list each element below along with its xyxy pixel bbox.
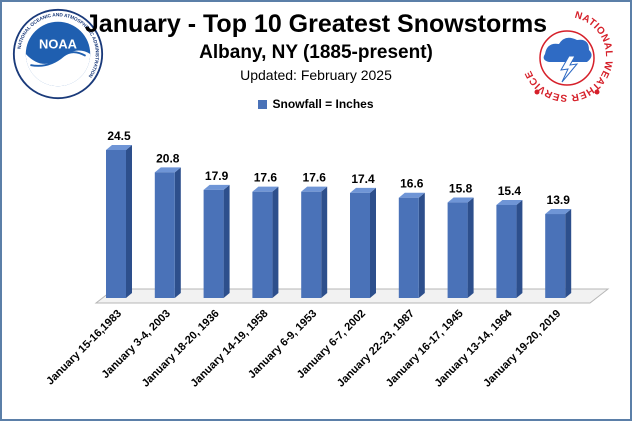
bar [301,186,328,298]
bar-top [398,192,425,198]
value-label: 20.8 [156,151,180,165]
chart-title: January - Top 10 Greatest Snowstorms [84,10,548,38]
legend-swatch [258,100,268,109]
bar-side [126,145,132,298]
bar [545,209,572,298]
chart-subtitle: Albany, NY (1885-present) [199,42,433,63]
value-label: 15.8 [449,182,473,196]
nws-logo-icon: NATIONAL WEATHER SERVICE [519,8,615,104]
bar-top [106,145,132,150]
bar-side [321,186,328,298]
bar-front [252,191,273,298]
bar [350,187,376,298]
bar-side [174,167,181,298]
bar-front [496,204,517,298]
bar-front [398,197,419,298]
bar-side [467,197,474,298]
value-label: 17.6 [303,171,327,185]
noaa-logo-icon: NOAA NATIONAL OCEANIC AND ATMOSPHERIC AD… [12,8,104,100]
value-label: 15.4 [498,184,522,198]
value-label: 17.9 [205,169,229,183]
value-label: 17.4 [351,172,375,186]
svg-text:NOAA: NOAA [39,36,77,51]
value-label: 13.9 [547,193,571,207]
bar-front [301,191,322,298]
value-label: 24.5 [107,129,131,143]
bar-top [350,187,376,193]
bar-top [203,184,230,190]
bar-top [496,199,523,205]
bars-group [106,145,572,298]
bar [252,186,279,298]
bar [447,197,474,298]
value-label: 16.6 [400,177,424,191]
bar [398,192,425,298]
bar-side [272,186,279,298]
bar-side [223,184,230,298]
bar-front [203,189,224,298]
bar-front [154,172,175,298]
bar-top [301,186,328,192]
bar-side [516,199,523,298]
bar [154,167,181,298]
bar-side [418,192,425,298]
bar-front [447,202,468,298]
bar-side [565,209,572,298]
bar-top [447,197,474,203]
legend-label: Snowfall = Inches [272,97,374,111]
bar-front [545,214,566,298]
bar-front [350,192,370,298]
bar-top [545,209,572,215]
chart-legend: Snowfall = Inches [0,97,632,111]
bar-top [252,186,279,192]
bar [203,184,230,298]
bar-side [370,187,376,298]
bar-top [154,167,181,173]
updated-text: Updated: February 2025 [240,67,392,83]
bar-front [106,150,126,298]
bar [106,145,132,298]
value-labels-group: 24.5 20.8 17.9 17.6 17.6 17.4 16.6 15.8 15.4 13.9 [107,129,570,207]
bar [496,199,523,298]
value-label: 17.6 [254,171,278,185]
